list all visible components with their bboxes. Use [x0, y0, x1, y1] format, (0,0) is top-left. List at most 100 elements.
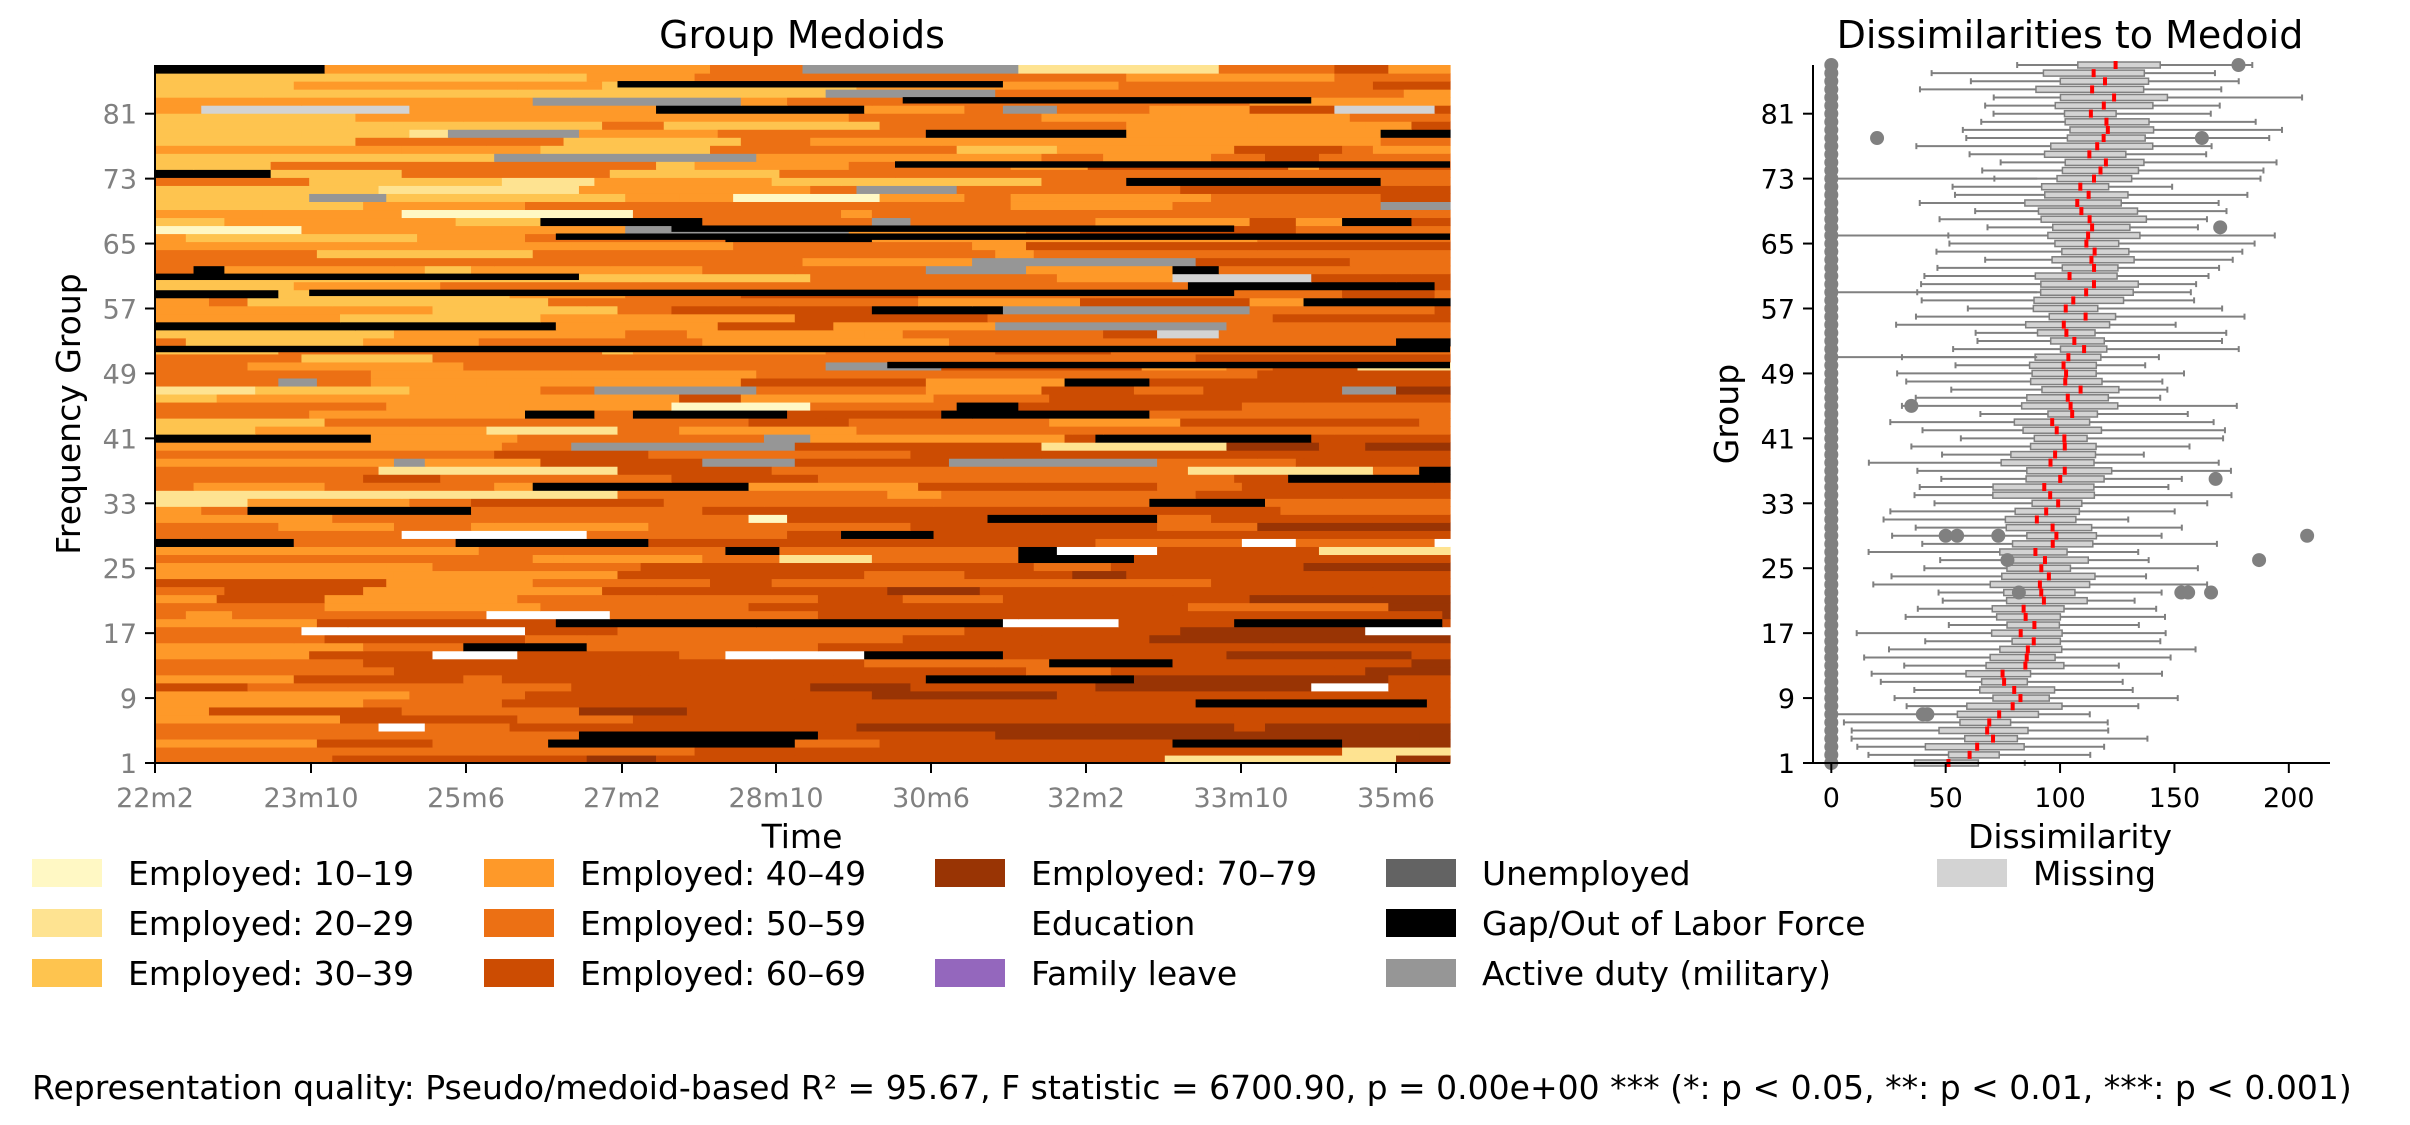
heatmap-cell — [525, 626, 588, 636]
heatmap-row — [155, 329, 1451, 339]
box-outlier — [2194, 131, 2209, 146]
heatmap-cell — [948, 458, 1158, 467]
legend-swatch — [32, 859, 102, 887]
heatmap-cell — [1211, 193, 1382, 202]
heatmap-cell — [979, 586, 1174, 596]
heatmap-cell — [748, 482, 919, 491]
heatmap-cell — [972, 409, 1150, 419]
heatmap-cell — [455, 393, 680, 403]
heatmap-cell — [494, 153, 565, 162]
box-iqr — [2035, 85, 2145, 94]
heatmap-cell — [1118, 81, 1374, 90]
heatmap-row — [155, 169, 1451, 178]
box-iqr — [2049, 337, 2106, 345]
heatmap-cell — [309, 289, 1235, 297]
heatmap-cell — [779, 297, 919, 307]
heatmap-cell — [1372, 466, 1420, 475]
heatmap-cell — [810, 682, 912, 692]
heatmap-cell — [1280, 586, 1451, 596]
heatmap-cell — [717, 297, 780, 307]
heatmap-cell — [1218, 329, 1451, 339]
heatmap-cell — [794, 361, 827, 371]
heatmap-cell — [409, 418, 626, 427]
heatmap-cell — [1041, 506, 1282, 515]
heatmap-cell — [617, 81, 1003, 88]
heatmap-cell — [756, 618, 1004, 628]
heatmap-cell — [440, 281, 495, 291]
heatmap-row — [155, 658, 1451, 668]
heatmap-cell — [1272, 634, 1451, 644]
heatmap-cell — [471, 265, 703, 275]
heatmap-cell — [417, 714, 518, 724]
heatmap-row — [155, 145, 1451, 154]
heatmap-cell — [748, 418, 850, 427]
heatmap-cell — [347, 241, 572, 251]
heatmap-cell — [1388, 602, 1451, 612]
heatmap-cell — [1265, 722, 1443, 732]
heatmap-row — [155, 498, 1451, 507]
heatmap-cell — [871, 754, 1081, 764]
heatmap-cell — [702, 554, 780, 564]
heatmap-x-tick-label: 35m6 — [1357, 783, 1435, 814]
heatmap-cell — [1056, 273, 1174, 283]
heatmap-cell — [902, 409, 942, 419]
heatmap-cell — [910, 738, 1035, 748]
heatmap-cell — [155, 586, 225, 596]
heatmap-cell — [964, 466, 1189, 475]
heatmap-cell — [586, 297, 719, 307]
heatmap-cell — [155, 377, 279, 387]
heatmap-cell — [910, 682, 1097, 692]
heatmap-cell — [571, 369, 757, 379]
heatmap-cell — [771, 706, 858, 716]
heatmap-row — [155, 89, 1451, 98]
box-iqr — [2004, 515, 2077, 524]
legend-item: Employed: 50–59 — [484, 904, 866, 943]
heatmap-cell — [1187, 466, 1374, 475]
heatmap-cell — [1342, 145, 1374, 154]
heatmap-cell — [340, 313, 542, 323]
heatmap-cell — [710, 145, 958, 154]
box-outlier — [1938, 528, 1953, 543]
heatmap-cell — [1149, 634, 1274, 644]
heatmap-cell — [594, 385, 757, 395]
heatmap-cell — [1041, 113, 1181, 122]
heatmap-cell — [378, 185, 580, 194]
heatmap-cell — [247, 546, 480, 555]
box-outlier — [2300, 528, 2315, 543]
box-group — [1824, 74, 2240, 89]
heatmap-cell — [586, 642, 819, 652]
box-group — [1824, 309, 2246, 324]
box-group — [1824, 390, 2162, 405]
heatmap-cell — [1388, 682, 1451, 692]
box-group — [1824, 593, 2136, 608]
heatmap-cell — [155, 722, 380, 732]
box-group — [1824, 682, 2134, 697]
legend-swatch — [935, 959, 1005, 987]
heatmap-cell — [617, 658, 680, 668]
heatmap-cell — [679, 426, 858, 435]
boxplot-x-tick-label: 100 — [2034, 783, 2086, 814]
heatmap-cell — [756, 153, 942, 162]
heatmap-cell — [447, 129, 580, 138]
heatmap-cell — [871, 522, 912, 531]
heatmap-cell — [686, 698, 796, 708]
heatmap-cell — [787, 97, 873, 106]
heatmap-cell — [1157, 329, 1220, 339]
heatmap-cell — [463, 361, 542, 371]
legend-swatch — [484, 859, 554, 887]
heatmap-y-tick-label: 65 — [103, 230, 137, 261]
heatmap-cell — [1434, 153, 1451, 162]
heatmap-row — [155, 530, 1451, 539]
heatmap-cell — [910, 450, 1004, 459]
box-iqr — [2000, 458, 2095, 467]
heatmap-cell — [478, 546, 727, 555]
heatmap-cell — [548, 337, 703, 347]
heatmap-cell — [155, 145, 403, 154]
heatmap-cell — [787, 514, 989, 523]
heatmap-cell — [155, 458, 395, 467]
heatmap-cell — [656, 514, 750, 523]
heatmap-cell — [1157, 514, 1212, 523]
heatmap-cell — [686, 706, 773, 716]
heatmap-cell — [1419, 466, 1451, 475]
heatmap-cell — [324, 418, 410, 427]
